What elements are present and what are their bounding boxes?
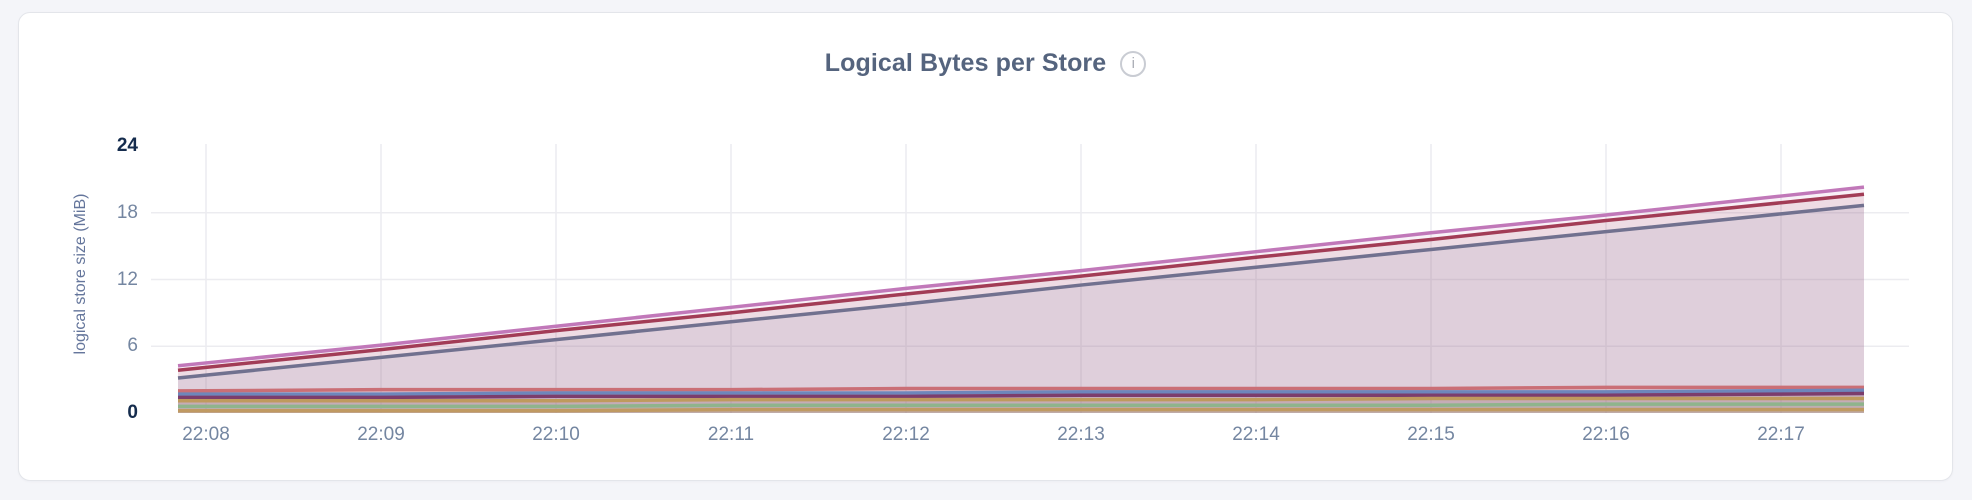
series-line-store-7 xyxy=(178,396,1864,403)
series-line-store-8 xyxy=(178,402,1864,409)
series-line-store-3 xyxy=(177,203,1865,380)
y-tick-label: 24 xyxy=(116,135,138,156)
chart-header: Logical Bytes per Store i xyxy=(19,49,1952,78)
info-icon[interactable]: i xyxy=(1120,50,1147,77)
x-tick-label: 22:16 xyxy=(1582,424,1630,445)
chart-canvas[interactable] xyxy=(19,13,1954,482)
chart-card: Logical Bytes per Store i logical store … xyxy=(18,12,1953,481)
x-tick-label: 22:13 xyxy=(1057,424,1105,445)
series-line-store-2 xyxy=(177,192,1865,372)
series-area-store-3 xyxy=(178,205,1864,413)
x-tick-label: 22:10 xyxy=(532,424,580,445)
x-tick-label: 22:15 xyxy=(1407,424,1455,445)
y-tick-label: 12 xyxy=(116,268,138,290)
chart-title: Logical Bytes per Store xyxy=(824,49,1107,77)
series-line-store-4 xyxy=(177,385,1864,393)
series-line-store-6 xyxy=(178,391,1865,400)
y-tick-label: 18 xyxy=(116,201,138,223)
x-tick-label: 22:14 xyxy=(1232,424,1280,445)
x-tick-label: 22:08 xyxy=(182,424,230,445)
series-line-store-9 xyxy=(178,407,1864,413)
y-tick-label: 6 xyxy=(127,335,138,357)
series-line-store-1 xyxy=(177,185,1865,368)
series-area-store-1 xyxy=(178,187,1864,413)
x-tick-label: 22:17 xyxy=(1757,424,1805,445)
x-tick-label: 22:11 xyxy=(707,424,755,445)
series-line-store-5 xyxy=(178,388,1865,396)
x-tick-label: 22:09 xyxy=(357,424,405,445)
x-tick-label: 22:12 xyxy=(882,424,930,445)
y-tick-label: 0 xyxy=(127,402,138,423)
